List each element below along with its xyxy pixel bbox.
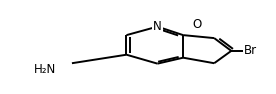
Text: N: N: [153, 20, 162, 33]
Text: O: O: [192, 18, 202, 31]
Text: Br: Br: [244, 44, 257, 57]
Text: H₂N: H₂N: [34, 63, 56, 76]
